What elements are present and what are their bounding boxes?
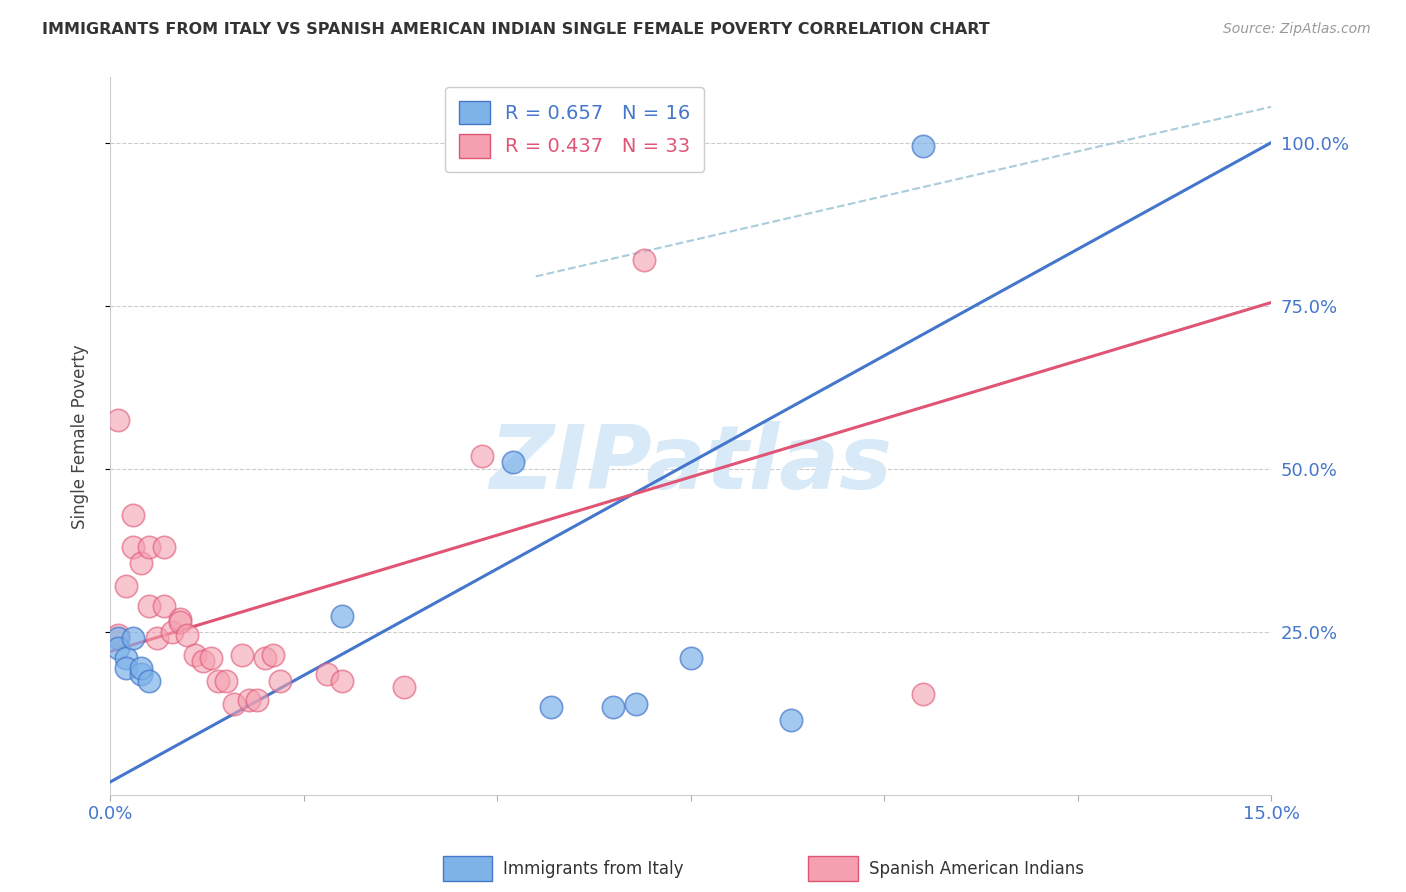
Point: [602, 700, 624, 714]
Y-axis label: Single Female Poverty: Single Female Poverty: [72, 344, 89, 529]
Point: [184, 648, 207, 662]
Point: [122, 632, 145, 646]
Point: [253, 651, 276, 665]
Text: ZIPatlas: ZIPatlas: [489, 421, 891, 508]
Text: Immigrants from Italy: Immigrants from Italy: [503, 860, 683, 878]
Point: [145, 632, 167, 646]
Point: [138, 540, 160, 554]
Point: [262, 648, 284, 662]
Point: [114, 661, 136, 675]
Point: [238, 693, 260, 707]
Point: [679, 651, 702, 665]
Point: [207, 673, 229, 688]
Point: [138, 599, 160, 613]
Point: [122, 540, 145, 554]
Text: IMMIGRANTS FROM ITALY VS SPANISH AMERICAN INDIAN SINGLE FEMALE POVERTY CORRELATI: IMMIGRANTS FROM ITALY VS SPANISH AMERICA…: [42, 22, 990, 37]
Point: [215, 673, 238, 688]
Legend: R = 0.657   N = 16, R = 0.437   N = 33: R = 0.657 N = 16, R = 0.437 N = 33: [444, 87, 704, 171]
Point: [330, 673, 353, 688]
Point: [129, 557, 152, 571]
Point: [107, 632, 129, 646]
Point: [138, 673, 160, 688]
Point: [169, 612, 191, 626]
Point: [633, 253, 655, 268]
Text: Spanish American Indians: Spanish American Indians: [869, 860, 1084, 878]
Point: [471, 449, 494, 463]
Point: [114, 651, 136, 665]
Text: Source: ZipAtlas.com: Source: ZipAtlas.com: [1223, 22, 1371, 37]
Point: [129, 667, 152, 681]
Point: [160, 624, 183, 639]
Point: [780, 713, 803, 727]
Point: [246, 693, 269, 707]
Point: [191, 654, 214, 668]
Point: [502, 455, 524, 469]
Point: [231, 648, 253, 662]
Point: [122, 508, 145, 522]
Point: [169, 615, 191, 630]
Point: [153, 599, 176, 613]
Point: [129, 661, 152, 675]
Point: [911, 139, 934, 153]
Point: [114, 579, 136, 593]
Point: [107, 641, 129, 656]
Point: [200, 651, 222, 665]
Point: [269, 673, 291, 688]
Point: [911, 687, 934, 701]
Point: [330, 608, 353, 623]
Point: [176, 628, 198, 642]
Point: [222, 697, 245, 711]
Point: [107, 628, 129, 642]
Point: [392, 681, 415, 695]
Point: [315, 667, 337, 681]
Point: [626, 697, 648, 711]
Point: [540, 700, 562, 714]
Point: [107, 413, 129, 427]
Point: [153, 540, 176, 554]
